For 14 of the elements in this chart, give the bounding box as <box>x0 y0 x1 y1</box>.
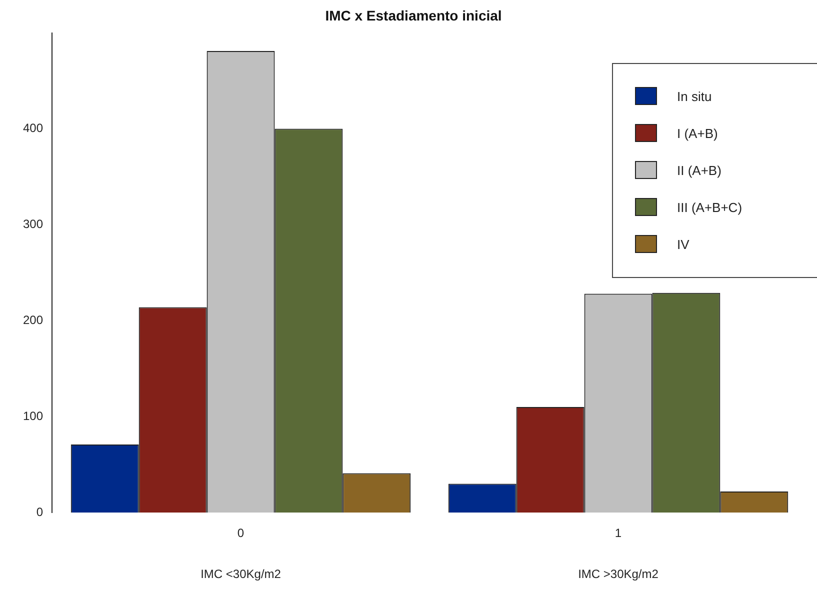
legend-label: In situ <box>677 88 712 104</box>
y-tick-label: 300 <box>22 217 44 232</box>
x-tick-label: 1 <box>614 526 622 540</box>
text: IMC >30Kg/m2 <box>578 566 659 581</box>
y-tick-label: 400 <box>22 121 44 136</box>
chart-title: IMC x Estadiamento inicial <box>325 7 502 24</box>
legend-label: I (A+B) <box>677 126 718 141</box>
legend-label: II (A+B) <box>677 162 722 178</box>
y-tick-label: 0 <box>36 504 44 519</box>
y-tick-label: 100 <box>22 408 44 423</box>
legend-label: IV <box>677 236 690 252</box>
text: IMC <30Kg/m2 <box>200 566 282 581</box>
y-tick-label: 200 <box>22 312 44 327</box>
legend-label: III (A+B+C) <box>677 200 742 215</box>
